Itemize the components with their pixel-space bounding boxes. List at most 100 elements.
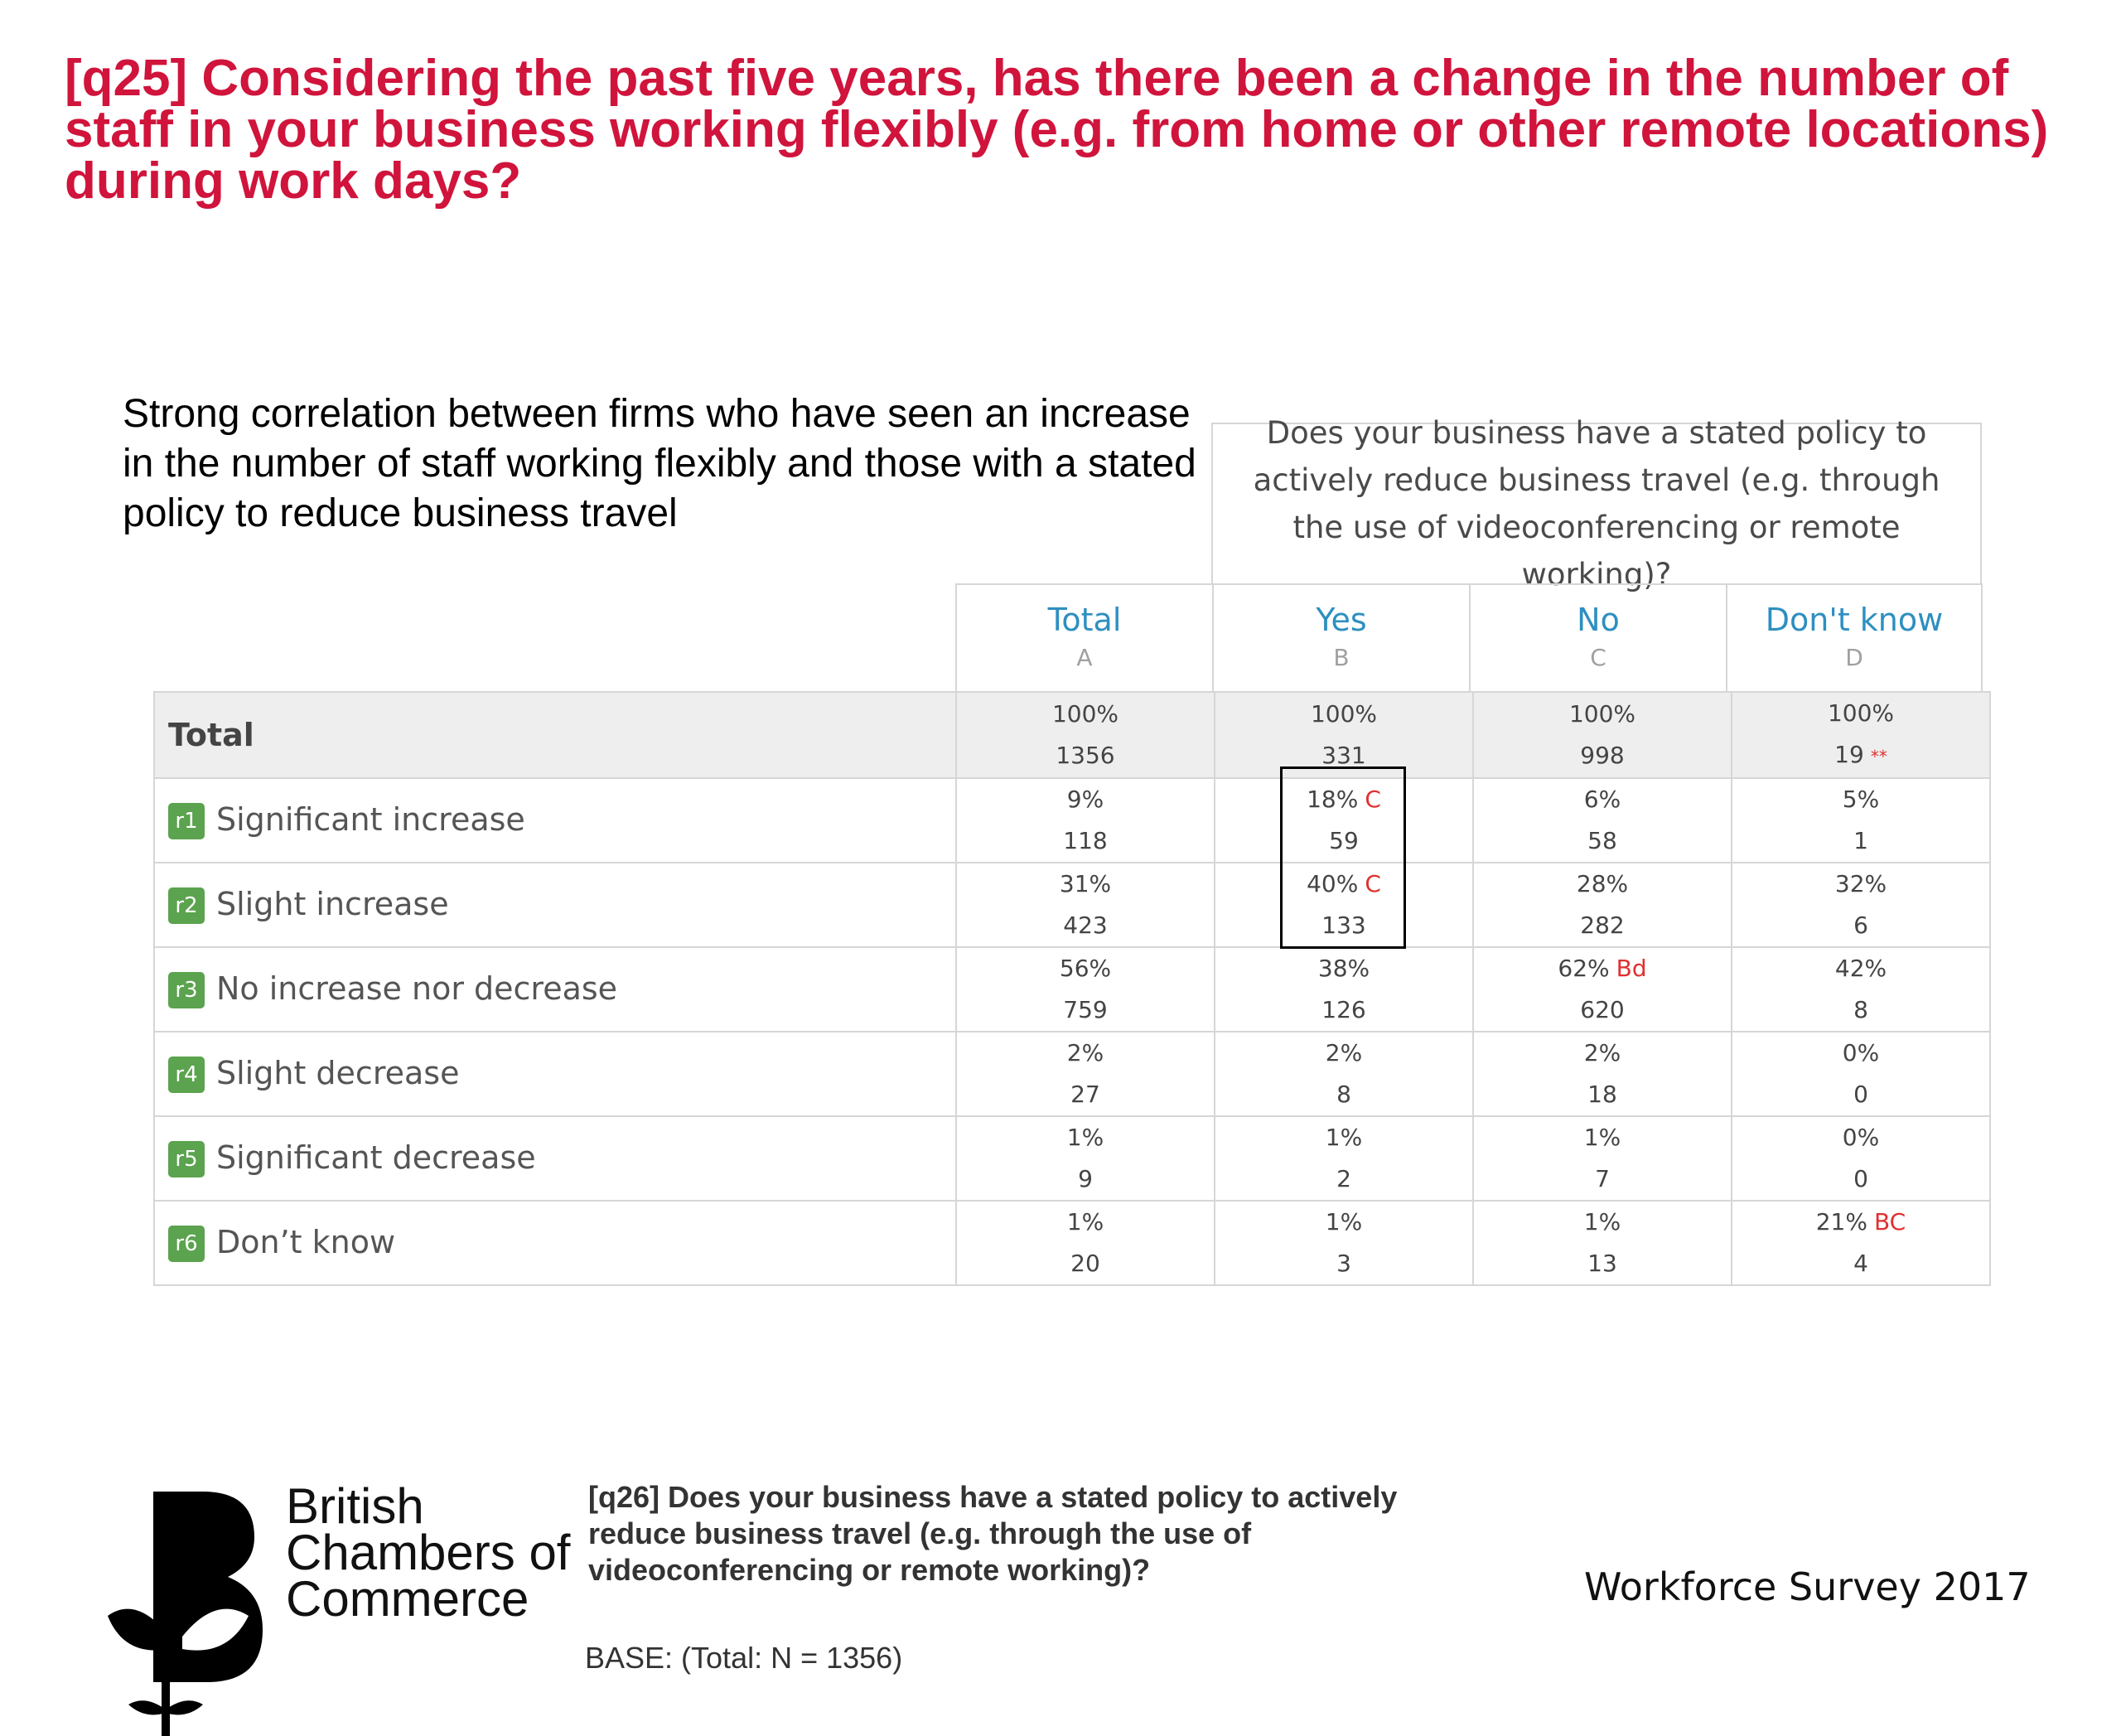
data-cell: 1% 9 bbox=[955, 1115, 1215, 1202]
cell-percent: 5% bbox=[1842, 786, 1880, 813]
significance-marker: BC bbox=[1873, 1208, 1906, 1236]
logo-line: Chambers of bbox=[286, 1525, 571, 1580]
data-cell: 1% 13 bbox=[1472, 1200, 1732, 1286]
total-row: Total 100% 1356 100% 331 100% 998 100% 19 ** bbox=[153, 691, 1991, 779]
significance-marker: C bbox=[1365, 870, 1381, 897]
cell-count: 759 bbox=[1063, 996, 1108, 1023]
data-cell: 6% 58 bbox=[1472, 777, 1732, 863]
logo-line: British bbox=[286, 1478, 424, 1534]
cell-percent: 100% bbox=[1827, 699, 1895, 727]
cell-count: 998 bbox=[1580, 742, 1625, 769]
row-label: r5 Significant decrease bbox=[153, 1115, 957, 1202]
column-label: Don't know bbox=[1765, 602, 1944, 638]
cell-count: 282 bbox=[1580, 912, 1625, 939]
significance-marker: Bd bbox=[1616, 955, 1647, 982]
cell-percent: 62% bbox=[1558, 955, 1610, 982]
cell-percent: 9% bbox=[1066, 786, 1104, 813]
cell-percent: 1% bbox=[1325, 1208, 1363, 1236]
cell-percent: 31% bbox=[1059, 870, 1112, 897]
row-tag: r3 bbox=[168, 972, 205, 1009]
cell-count: 0 bbox=[1853, 1081, 1868, 1108]
row-label-text: Significant increase bbox=[216, 800, 525, 838]
column-letter: A bbox=[1076, 644, 1093, 671]
data-cell: 40% C 133 bbox=[1214, 862, 1474, 948]
column-letter: B bbox=[1333, 644, 1350, 671]
cell-count: 331 bbox=[1321, 742, 1366, 769]
table-row: r1 Significant increase 9% 118 18% C 59 6% 58 5% 1 bbox=[153, 777, 1991, 863]
data-cell: 100% 19 ** bbox=[1731, 691, 1991, 779]
cell-count: 118 bbox=[1063, 827, 1108, 854]
row-label: r6 Don’t know bbox=[153, 1200, 957, 1286]
cell-count: 1356 bbox=[1056, 742, 1115, 769]
column-header-dont-know: Don't know D bbox=[1726, 583, 1983, 691]
row-label: r4 Slight decrease bbox=[153, 1031, 957, 1117]
cell-count: 9 bbox=[1078, 1165, 1093, 1192]
cell-count: 59 bbox=[1329, 827, 1359, 854]
cell-count: 6 bbox=[1853, 912, 1868, 939]
highlight-box bbox=[1280, 766, 1406, 949]
cell-percent: 18% bbox=[1307, 786, 1359, 813]
cell-count: 4 bbox=[1853, 1250, 1868, 1277]
data-cell: 5% 1 bbox=[1731, 777, 1991, 863]
row-tag: r6 bbox=[168, 1226, 205, 1263]
crosstab-table: Total 100% 1356 100% 331 100% 998 100% 19 ** r1 Sig… bbox=[153, 691, 1991, 1286]
bcc-logo-text: British Chambers of Commerce bbox=[286, 1478, 571, 1624]
row-label-text: Total bbox=[168, 717, 254, 753]
cell-count: 2 bbox=[1336, 1165, 1351, 1192]
data-cell: 9% 118 bbox=[955, 777, 1215, 863]
cell-count: 13 bbox=[1587, 1250, 1617, 1277]
cell-count: 0 bbox=[1853, 1165, 1868, 1192]
column-header-no: No C bbox=[1469, 583, 1726, 691]
crosstab-question-header: Does your business have a stated policy … bbox=[1211, 415, 1982, 592]
table-row: r4 Slight decrease 2% 27 2% 8 2% 18 0% 0 bbox=[153, 1031, 1991, 1117]
row-label-text: No increase nor decrease bbox=[216, 970, 618, 1007]
data-cell: 42% 8 bbox=[1731, 946, 1991, 1032]
cell-count: 620 bbox=[1580, 996, 1625, 1023]
cell-percent: 2% bbox=[1066, 1039, 1104, 1066]
row-tag: r2 bbox=[168, 887, 205, 925]
row-tag: r1 bbox=[168, 803, 205, 840]
data-cell: 18% C 59 bbox=[1214, 777, 1474, 863]
base-note: BASE: (Total: N = 1356) bbox=[585, 1641, 903, 1675]
cell-count: 27 bbox=[1070, 1081, 1100, 1108]
data-cell: 31% 423 bbox=[955, 862, 1215, 948]
data-cell: 2% 27 bbox=[955, 1031, 1215, 1117]
row-tag: r5 bbox=[168, 1141, 205, 1178]
low-base-flag: ** bbox=[1870, 747, 1887, 766]
row-label-text: Slight increase bbox=[216, 885, 449, 922]
cell-percent: 0% bbox=[1842, 1039, 1880, 1066]
bcc-logo-icon bbox=[108, 1492, 263, 1736]
cell-percent: 100% bbox=[1310, 700, 1378, 728]
cell-count: 8 bbox=[1853, 996, 1868, 1023]
cell-count: 133 bbox=[1321, 912, 1366, 939]
row-tag: r4 bbox=[168, 1057, 205, 1094]
column-label: Total bbox=[1047, 602, 1122, 638]
cell-percent: 2% bbox=[1583, 1039, 1621, 1066]
data-cell: 56% 759 bbox=[955, 946, 1215, 1032]
data-cell: 100% 331 bbox=[1214, 691, 1474, 779]
cell-percent: 56% bbox=[1059, 955, 1112, 982]
row-label-text: Slight decrease bbox=[216, 1054, 460, 1091]
cell-percent: 1% bbox=[1325, 1124, 1363, 1151]
row-label: r3 No increase nor decrease bbox=[153, 946, 957, 1032]
column-label: Yes bbox=[1316, 602, 1367, 638]
cell-percent: 1% bbox=[1583, 1208, 1621, 1236]
cell-percent: 2% bbox=[1325, 1039, 1363, 1066]
cell-percent: 28% bbox=[1576, 870, 1629, 897]
data-cell: 100% 1356 bbox=[955, 691, 1215, 779]
row-label: r2 Slight increase bbox=[153, 862, 957, 948]
cell-count: 20 bbox=[1070, 1250, 1100, 1277]
cell-percent: 21% bbox=[1815, 1208, 1867, 1236]
data-cell: 1% 3 bbox=[1214, 1200, 1474, 1286]
cell-count: 8 bbox=[1336, 1081, 1351, 1108]
cell-percent: 40% bbox=[1307, 870, 1359, 897]
column-label: No bbox=[1577, 602, 1620, 638]
key-finding-text: Strong correlation between firms who hav… bbox=[123, 392, 1196, 535]
cell-percent: 100% bbox=[1051, 700, 1119, 728]
data-cell: 100% 998 bbox=[1472, 691, 1732, 779]
cell-percent: 6% bbox=[1583, 786, 1621, 813]
table-row: r2 Slight increase 31% 423 40% C 133 28% 282 32% 6 bbox=[153, 862, 1991, 948]
cell-count: 58 bbox=[1587, 827, 1617, 854]
cell-percent: 1% bbox=[1583, 1124, 1621, 1151]
cell-count: 19 bbox=[1834, 741, 1864, 768]
